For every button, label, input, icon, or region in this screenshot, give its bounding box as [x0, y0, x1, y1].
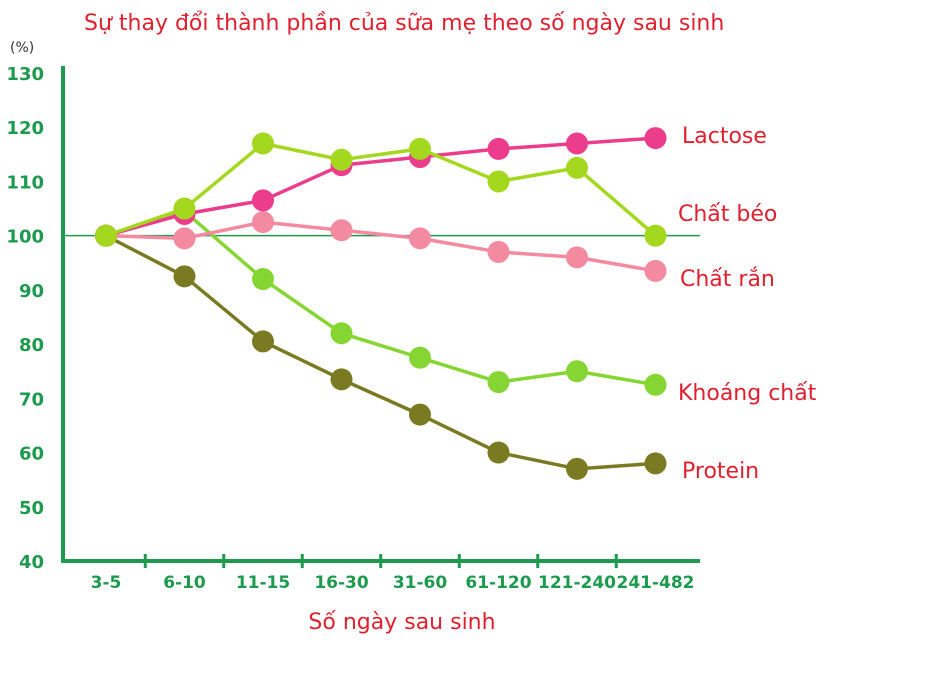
y-tick-label: 80 [19, 335, 44, 356]
data-point [566, 132, 588, 155]
data-point [173, 227, 196, 250]
data-point [566, 246, 588, 269]
data-point [252, 268, 274, 291]
x-tick-label: 6-10 [163, 573, 206, 593]
series-line [105, 234, 656, 471]
series-layer [95, 127, 667, 480]
data-point [330, 368, 353, 391]
x-tick-label: 16-30 [314, 573, 369, 593]
series-label: Protein [682, 459, 759, 484]
x-tick-label: 121-240 [538, 573, 616, 593]
series-line [105, 141, 657, 238]
chart-title: Sự thay đổi thành phần của sữa mẹ theo s… [84, 11, 724, 36]
y-tick-label: 40 [19, 552, 44, 573]
data-point [409, 346, 431, 369]
data-point [252, 132, 274, 155]
data-point [487, 170, 510, 193]
data-point [644, 127, 667, 150]
data-point [409, 403, 431, 426]
x-tick-label: 11-15 [236, 573, 290, 593]
data-point [487, 441, 510, 464]
y-tick-label: 130 [6, 64, 44, 85]
data-point [330, 148, 353, 171]
y-tick-label: 110 [6, 172, 44, 193]
series-label: Chất rắn [680, 267, 775, 292]
series-line [105, 220, 656, 273]
data-point [330, 219, 353, 242]
y-tick-label: 120 [6, 118, 44, 139]
data-point [566, 156, 588, 179]
data-point [252, 330, 274, 353]
y-axis-unit: (%) [10, 40, 34, 56]
y-tick-label: 60 [19, 444, 44, 465]
data-point [644, 224, 667, 247]
series-label: Chất béo [678, 202, 777, 227]
data-point [409, 137, 431, 160]
data-point [252, 189, 274, 212]
x-tick-label: 61-120 [465, 573, 531, 593]
y-tick-label: 100 [6, 227, 44, 248]
data-point [95, 224, 117, 247]
x-tick-label: 3-5 [91, 573, 122, 593]
data-point [173, 265, 196, 288]
y-tick-label: 70 [19, 389, 44, 410]
data-point [487, 137, 510, 160]
series-line [105, 136, 656, 238]
data-point [566, 360, 588, 383]
x-tick-label: 31-60 [393, 573, 448, 593]
data-point [252, 211, 274, 234]
x-axis-label: Số ngày sau sinh [308, 610, 495, 635]
data-point [644, 259, 667, 282]
series-line [105, 209, 656, 387]
series-chất-béo [95, 132, 667, 247]
series-labels: Lactose Chất béo Chất rắn Khoáng chất Protei… [678, 124, 817, 484]
x-tick-label: 241-482 [616, 573, 694, 593]
data-point [487, 240, 510, 263]
y-tick-label: 90 [19, 281, 44, 302]
data-point [409, 227, 431, 250]
data-point [566, 457, 588, 480]
data-point [330, 322, 353, 345]
axes: 40 50 60 70 80 90 100 110 120 130 3-5 6-10 11-15 16-3… [6, 64, 700, 593]
y-tick-label: 50 [19, 498, 44, 519]
series-label: Lactose [682, 124, 767, 149]
data-point [644, 452, 667, 475]
data-point [487, 371, 510, 394]
data-point [644, 373, 667, 396]
data-point [173, 197, 196, 220]
series-label: Khoáng chất [678, 381, 817, 406]
